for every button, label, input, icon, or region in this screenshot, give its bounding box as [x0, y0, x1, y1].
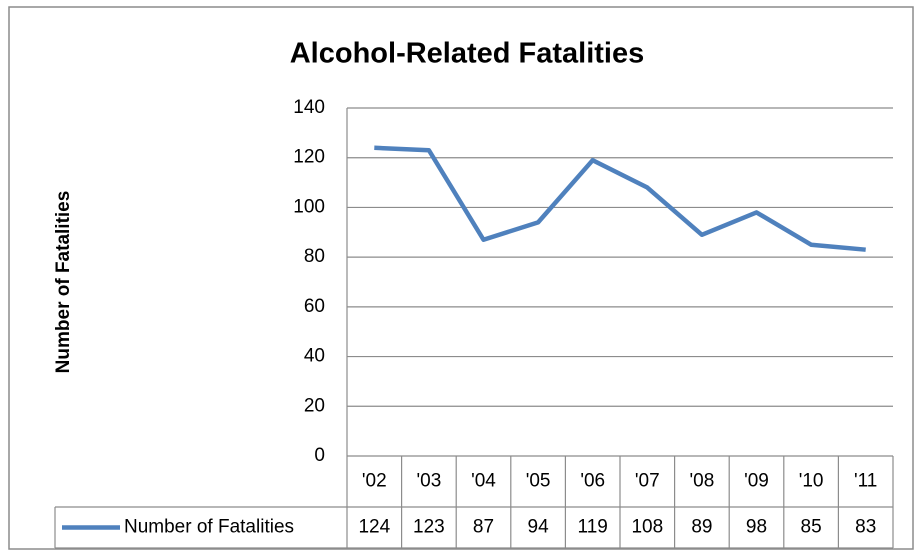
- table-value: 89: [691, 517, 712, 538]
- x-tick-label: '10: [799, 471, 824, 492]
- table-value: 124: [358, 517, 390, 538]
- x-tick-label: '03: [417, 471, 442, 492]
- table-value: 87: [473, 517, 494, 538]
- table-value: 108: [631, 517, 663, 538]
- x-tick-label: '11: [854, 471, 877, 492]
- y-tick-label: 40: [304, 346, 325, 367]
- table-value: 83: [855, 517, 876, 538]
- x-tick-label: '08: [690, 471, 715, 492]
- y-tick-label: 60: [304, 296, 325, 317]
- y-tick-label: 80: [304, 246, 325, 267]
- legend-label: Number of Fatalities: [124, 517, 294, 538]
- table-value: 119: [578, 517, 608, 538]
- y-tick-label: 20: [304, 395, 325, 416]
- x-tick-label: '02: [362, 471, 387, 492]
- chart-title: Alcohol-Related Fatalities: [290, 38, 645, 70]
- x-tick-label: '07: [635, 471, 660, 492]
- y-axis-label: Number of Fatalities: [53, 191, 74, 374]
- table-value: 98: [746, 517, 767, 538]
- y-tick-label: 100: [293, 196, 325, 217]
- y-tick-label: 0: [314, 445, 325, 466]
- table-value: 123: [413, 517, 445, 538]
- y-tick-label: 140: [293, 97, 325, 118]
- y-tick-label: 120: [293, 147, 325, 168]
- x-tick-label: '09: [744, 471, 769, 492]
- x-tick-label: '05: [526, 471, 551, 492]
- x-tick-label: '04: [471, 471, 496, 492]
- chart-frame: [8, 6, 914, 550]
- data-line: [374, 145, 866, 252]
- x-tick-label: '06: [580, 471, 605, 492]
- table-value: 85: [801, 517, 822, 538]
- table-value: 94: [528, 517, 550, 538]
